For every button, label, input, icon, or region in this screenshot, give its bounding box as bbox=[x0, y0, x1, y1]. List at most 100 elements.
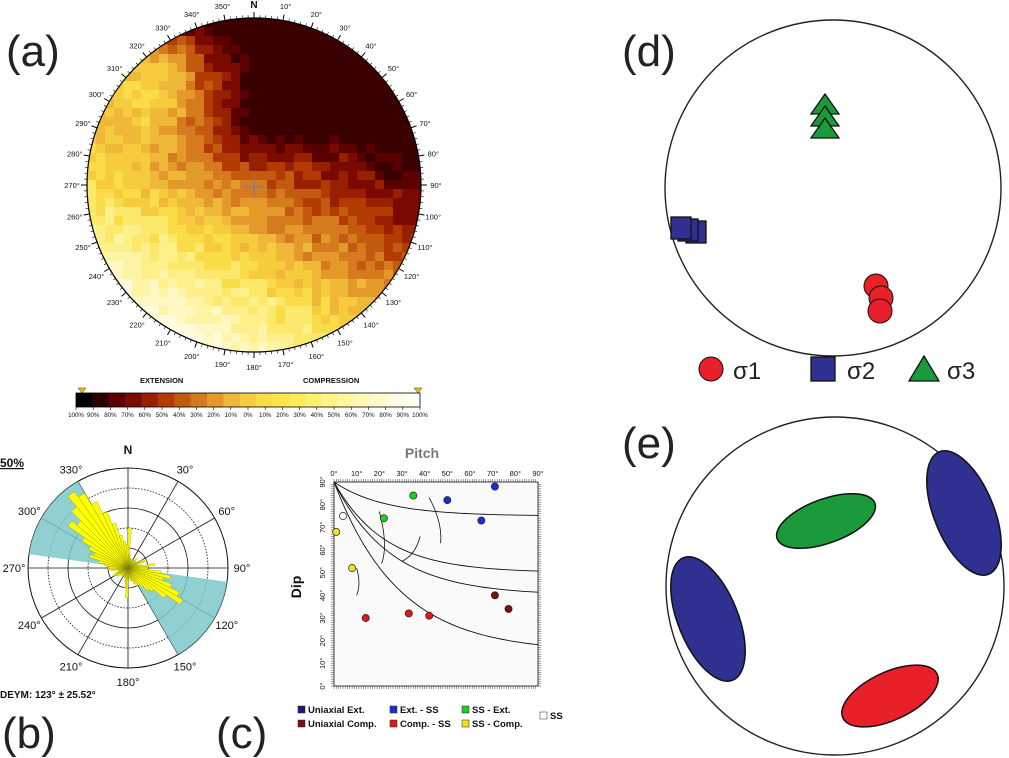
raster-cell bbox=[96, 333, 106, 343]
raster-cell bbox=[141, 261, 151, 271]
bearing-tick bbox=[417, 149, 421, 151]
raster-cell bbox=[312, 306, 322, 316]
raster-cell bbox=[348, 189, 358, 199]
raster-cell bbox=[339, 252, 349, 262]
raster-cell bbox=[402, 315, 412, 325]
x-tick-label: 40° bbox=[419, 469, 430, 478]
raster-cell bbox=[321, 153, 331, 163]
raster-cell bbox=[330, 234, 340, 244]
raster-cell bbox=[150, 135, 160, 145]
raster-cell bbox=[96, 306, 106, 316]
raster-cell bbox=[87, 45, 97, 55]
raster-cell bbox=[339, 72, 349, 82]
raster-cell bbox=[222, 162, 232, 172]
plot-area bbox=[333, 481, 539, 687]
bearing-tick bbox=[401, 263, 405, 266]
raster-cell bbox=[105, 117, 115, 127]
raster-cell bbox=[141, 27, 151, 37]
raster-cell bbox=[402, 297, 412, 307]
raster-cell bbox=[186, 45, 196, 55]
raster-cell bbox=[96, 72, 106, 82]
rose-angle-label: 240° bbox=[18, 620, 41, 632]
raster-cell bbox=[285, 135, 295, 145]
raster-cell bbox=[249, 171, 259, 181]
raster-cell bbox=[150, 261, 160, 271]
raster-cell bbox=[114, 90, 124, 100]
raster-cell bbox=[177, 54, 187, 64]
raster-cell bbox=[159, 99, 169, 109]
raster-cell bbox=[114, 261, 124, 271]
raster-cell bbox=[240, 90, 250, 100]
raster-cell bbox=[114, 306, 124, 316]
raster-cell bbox=[177, 216, 187, 226]
bearing-tick bbox=[282, 349, 285, 356]
bearing-label: 300° bbox=[89, 90, 105, 99]
y-tick-label: 60° bbox=[318, 544, 327, 555]
raster-cell bbox=[168, 207, 178, 217]
raster-cell bbox=[348, 261, 358, 271]
raster-cell bbox=[303, 99, 313, 109]
bearing-tick bbox=[401, 104, 405, 107]
raster-cell bbox=[357, 108, 367, 118]
raster-cell bbox=[321, 234, 331, 244]
raster-cell bbox=[231, 99, 241, 109]
raster-cell bbox=[384, 306, 394, 316]
raster-cell bbox=[357, 135, 367, 145]
raster-cell bbox=[204, 234, 214, 244]
raster-cell bbox=[258, 54, 268, 64]
raster-cell bbox=[231, 117, 241, 127]
raster-cell bbox=[285, 225, 295, 235]
bearing-tick bbox=[337, 329, 341, 336]
raster-cell bbox=[321, 207, 331, 217]
regime-boundary-curve bbox=[333, 481, 539, 646]
raster-cell bbox=[87, 351, 97, 352]
raster-cell bbox=[204, 126, 214, 136]
panel-label-c: (c) bbox=[216, 709, 267, 758]
legend-sigma2-icon bbox=[810, 356, 836, 382]
raster-cell bbox=[204, 333, 214, 343]
raster-cell bbox=[339, 306, 349, 316]
raster-cell bbox=[195, 81, 205, 91]
raster-cell bbox=[105, 171, 115, 181]
bearing-tick bbox=[332, 34, 335, 38]
raster-cell bbox=[240, 288, 250, 298]
raster-cell bbox=[213, 54, 223, 64]
raster-cell bbox=[321, 117, 331, 127]
raster-cell bbox=[411, 198, 421, 208]
raster-cell bbox=[141, 342, 151, 352]
raster-cell bbox=[159, 135, 169, 145]
raster-cell bbox=[159, 162, 169, 172]
raster-cell bbox=[213, 216, 223, 226]
legend-label: Comp. - SS bbox=[400, 719, 451, 730]
raster-cell bbox=[285, 342, 295, 352]
raster-cell bbox=[186, 108, 196, 118]
raster-cell bbox=[159, 198, 169, 208]
raster-cell bbox=[240, 27, 250, 37]
data-point bbox=[477, 516, 486, 525]
raster-cell bbox=[141, 288, 151, 298]
raster-cell bbox=[267, 180, 277, 190]
raster-cell bbox=[267, 342, 277, 352]
raster-cell bbox=[411, 252, 421, 262]
raster-cell bbox=[204, 63, 214, 73]
raster-cell bbox=[114, 171, 124, 181]
raster-cell bbox=[384, 126, 394, 136]
raster-cell bbox=[213, 180, 223, 190]
raster-cell bbox=[366, 252, 376, 262]
raster-cell bbox=[357, 171, 367, 181]
raster-cell bbox=[303, 252, 313, 262]
raster-cell bbox=[285, 252, 295, 262]
bearing-tick bbox=[369, 304, 373, 308]
raster-cell bbox=[168, 180, 178, 190]
raster-cell bbox=[231, 225, 241, 235]
raster-cell bbox=[159, 108, 169, 118]
bearing-label: 200° bbox=[184, 352, 200, 361]
data-point bbox=[443, 496, 452, 505]
raster-cell bbox=[312, 189, 322, 199]
raster-cell bbox=[168, 216, 178, 226]
raster-cell bbox=[141, 18, 151, 28]
raster-cell bbox=[249, 36, 259, 46]
legend-swatch bbox=[389, 705, 398, 714]
raster-cell bbox=[132, 198, 142, 208]
data-point bbox=[490, 591, 499, 600]
